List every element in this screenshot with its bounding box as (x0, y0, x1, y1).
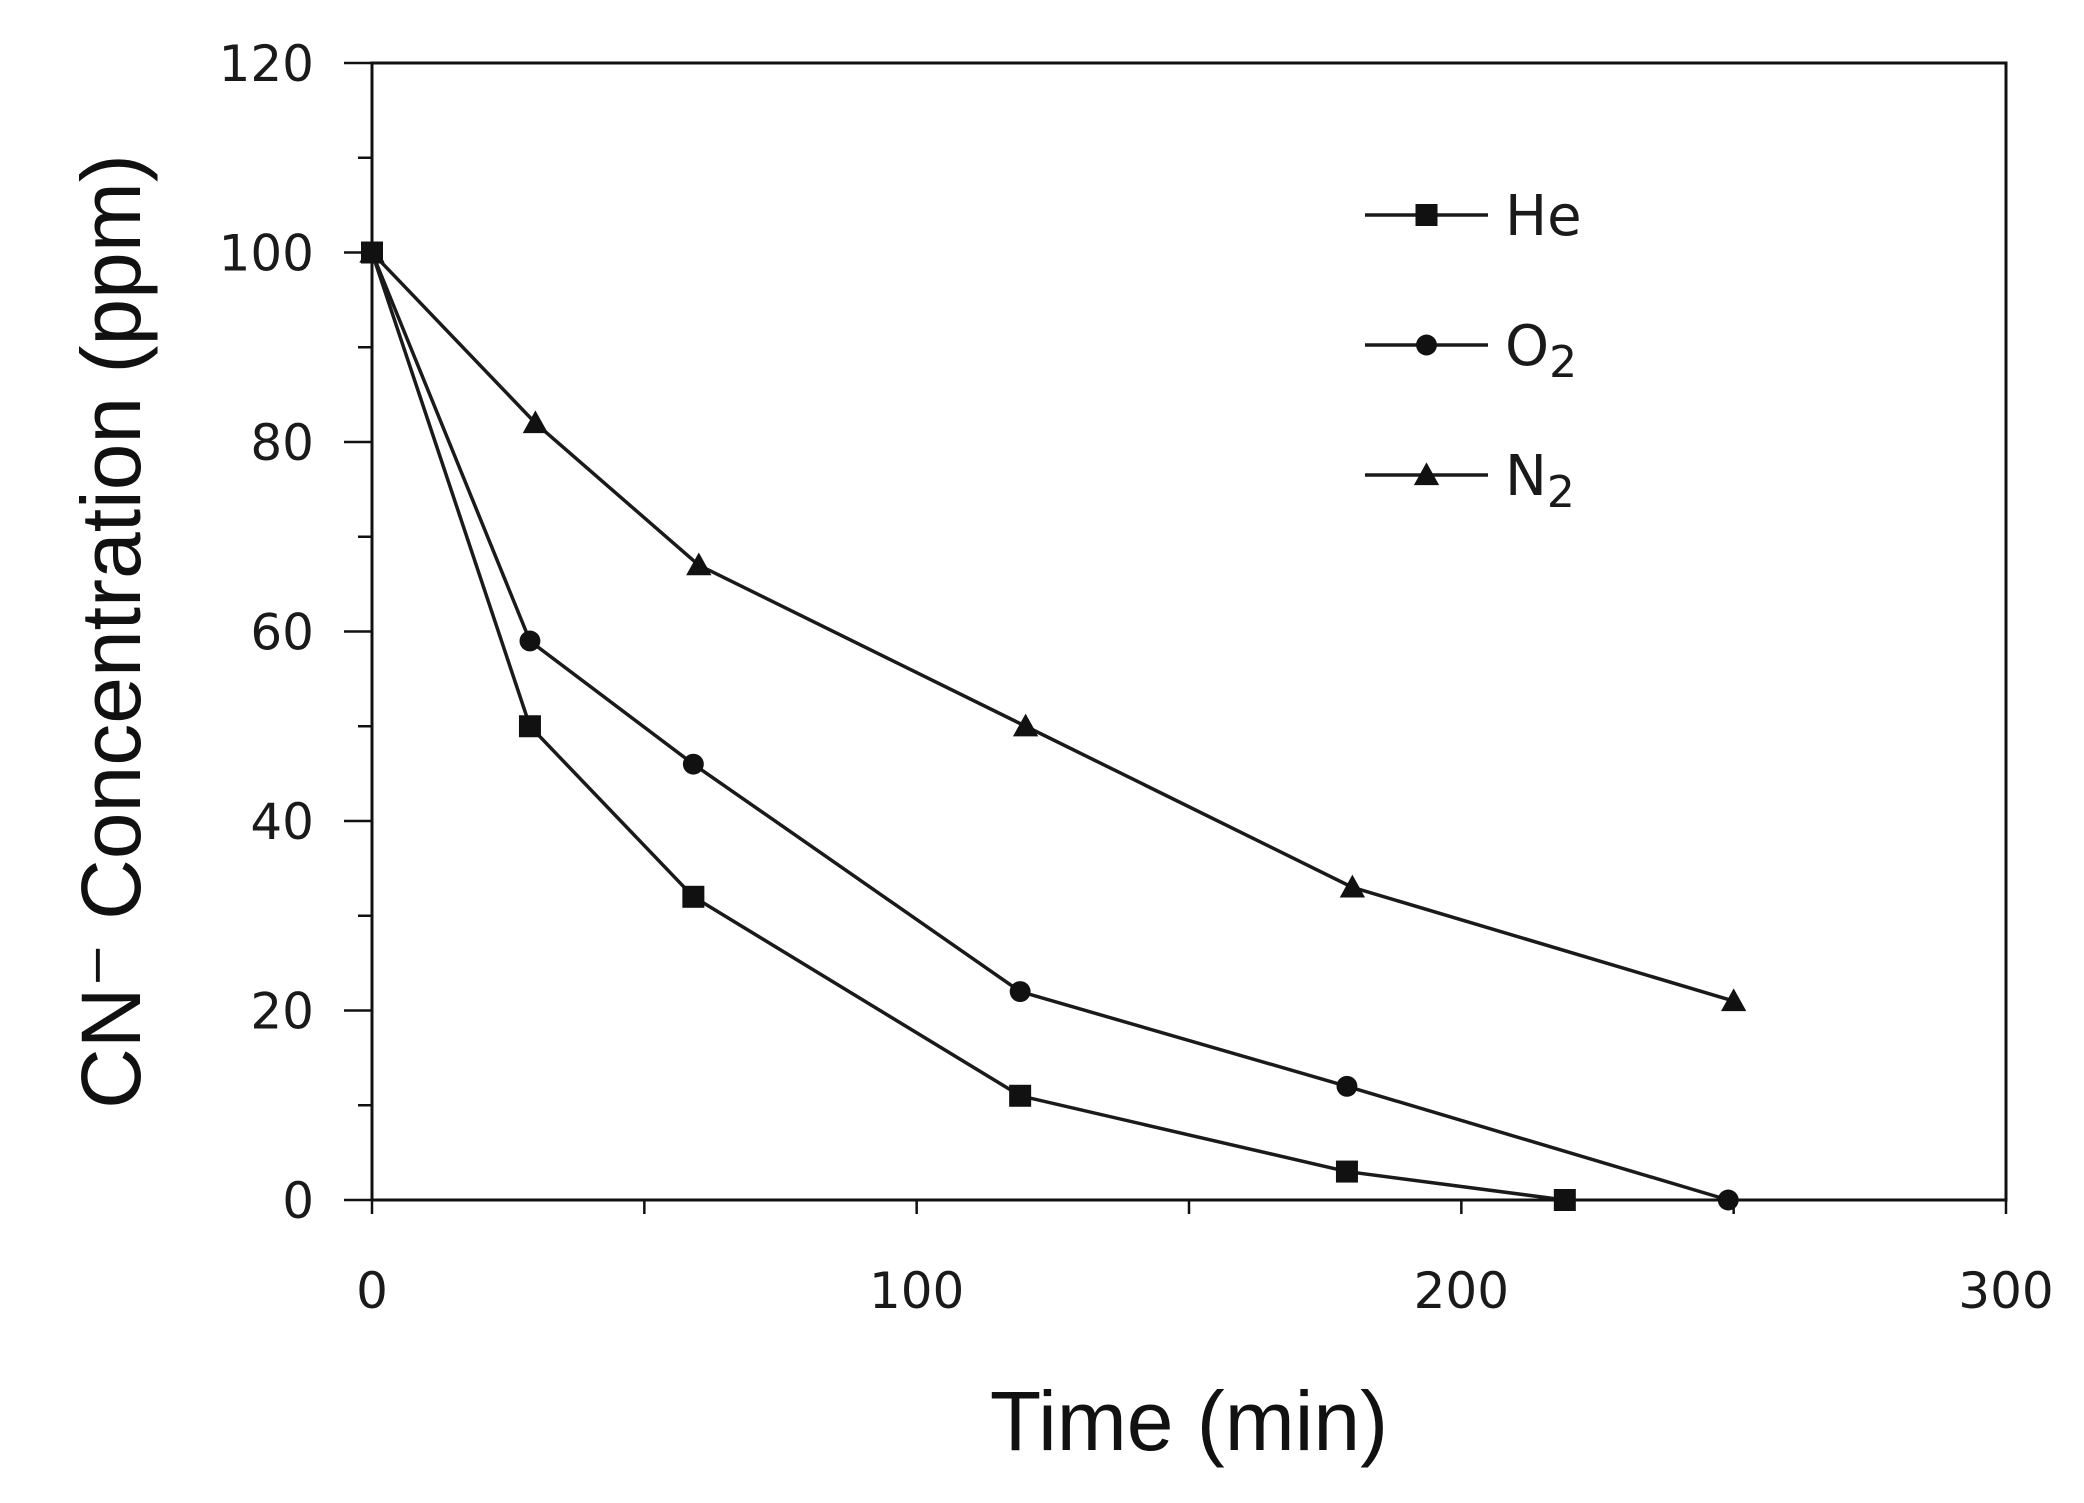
y-tick-label: 100 (219, 225, 314, 283)
data-point (686, 552, 712, 576)
legend-label: N2 (1505, 444, 1575, 518)
x-tick-label: 0 (356, 1262, 388, 1320)
y-tick-label: 20 (250, 983, 314, 1041)
legend-entry: He (1365, 184, 1582, 249)
x-tick-label: 300 (1958, 1262, 2053, 1320)
data-point (522, 410, 549, 434)
legend-marker (1413, 462, 1440, 486)
series-n2 (359, 239, 1747, 1012)
y-tick-label: 120 (219, 35, 314, 93)
tick-labels: 0 20 40 60 80 100 120 0 100 200 300 (219, 35, 2054, 1320)
data-point (518, 715, 541, 738)
plot-frame (370, 61, 2008, 1202)
data-point (519, 630, 541, 652)
series-line (370, 251, 1566, 1202)
y-axis-title: CN⁻ Concentration (ppm) (64, 154, 158, 1109)
legend-label: O2 (1505, 314, 1577, 388)
axis-ticks (344, 61, 2008, 1214)
y-tick-label: 0 (282, 1172, 314, 1230)
data-point (682, 885, 705, 908)
series-o2 (361, 242, 1739, 1211)
legend-marker (1416, 334, 1437, 356)
data-point (1335, 1160, 1358, 1183)
data-point (1009, 981, 1031, 1002)
x-tick-label: 200 (1414, 1262, 1509, 1320)
data-point (682, 753, 704, 775)
legend-entry: N2 (1365, 444, 1575, 518)
legend-entry: O2 (1365, 314, 1577, 388)
y-tick-label: 40 (250, 793, 314, 851)
data-point (1721, 988, 1747, 1012)
x-tick-label: 100 (869, 1262, 964, 1320)
x-axis-title: Time (min) (990, 1374, 1388, 1468)
legend-label: He (1505, 184, 1582, 249)
legend-marker (1415, 204, 1438, 226)
data-point (1336, 1075, 1358, 1097)
series-line (370, 251, 1735, 1003)
series-he (361, 241, 1576, 1211)
legend: He O2 N2 (1365, 184, 1582, 518)
y-tick-label: 60 (250, 604, 314, 662)
series-line (370, 251, 1729, 1202)
data-point (1012, 713, 1039, 737)
plot-series (359, 239, 1747, 1211)
data-point (1009, 1084, 1032, 1107)
data-point (1339, 874, 1366, 898)
y-tick-label: 80 (250, 414, 314, 472)
